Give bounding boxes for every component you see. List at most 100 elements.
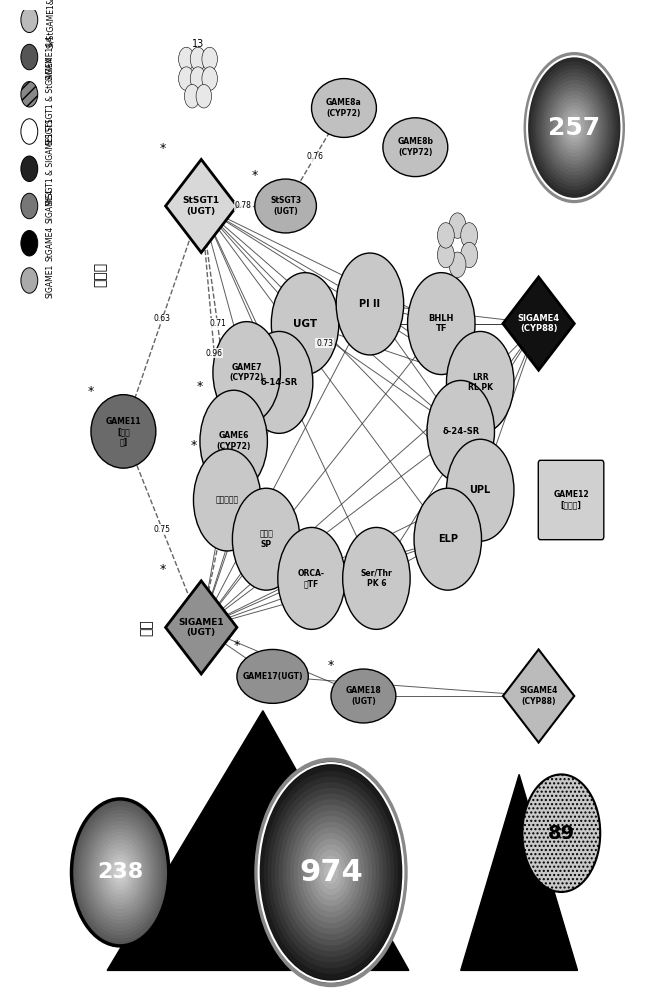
Text: GAME12
[转氧酶]: GAME12 [转氧酶] (553, 490, 589, 510)
Circle shape (101, 843, 140, 902)
Text: *: * (159, 142, 166, 155)
Text: StSGT1 & StGAME4: StSGT1 & StGAME4 (46, 57, 54, 131)
Text: UGT: UGT (293, 319, 317, 329)
Circle shape (91, 828, 150, 916)
Circle shape (213, 322, 281, 424)
Text: 0.63: 0.63 (154, 314, 171, 323)
Text: 0.73: 0.73 (316, 339, 333, 348)
Circle shape (540, 76, 608, 179)
Circle shape (81, 814, 159, 931)
Circle shape (567, 117, 582, 139)
Circle shape (21, 193, 38, 219)
Circle shape (533, 65, 616, 190)
Text: 238: 238 (97, 862, 143, 882)
Text: 0.75: 0.75 (154, 525, 171, 534)
Circle shape (83, 817, 157, 928)
Circle shape (21, 156, 38, 182)
Circle shape (89, 825, 152, 920)
Text: SlGAME4
(CYP88): SlGAME4 (CYP88) (518, 314, 559, 333)
Text: SIGAME1&4: SIGAME1&4 (46, 34, 54, 80)
Text: 257: 257 (548, 116, 600, 140)
Text: StSGT1: StSGT1 (46, 118, 54, 145)
Circle shape (461, 242, 477, 268)
Circle shape (279, 794, 383, 951)
Text: 0.96: 0.96 (206, 349, 222, 358)
Circle shape (190, 47, 206, 71)
Circle shape (414, 488, 481, 590)
Text: 0.71: 0.71 (209, 319, 226, 328)
Text: PI II: PI II (359, 299, 381, 309)
Text: *: * (197, 380, 203, 393)
Circle shape (559, 106, 589, 150)
Circle shape (312, 844, 350, 901)
Circle shape (562, 109, 587, 146)
Circle shape (547, 87, 601, 168)
Circle shape (271, 273, 339, 375)
Text: StGAME4: StGAME4 (46, 226, 54, 261)
Circle shape (555, 98, 594, 157)
Text: GAME17(UGT): GAME17(UGT) (242, 672, 303, 681)
Text: GAME11
[双加
酶]: GAME11 [双加 酶] (105, 417, 141, 446)
Ellipse shape (383, 118, 448, 177)
Text: BHLH
TF: BHLH TF (428, 314, 454, 333)
Circle shape (565, 113, 584, 142)
Circle shape (21, 82, 38, 107)
Circle shape (572, 124, 577, 131)
Circle shape (308, 839, 354, 906)
Text: SIGAME4: SIGAME4 (46, 189, 54, 223)
Circle shape (543, 80, 606, 175)
Text: 减数的
SP: 减数的 SP (260, 530, 273, 549)
Text: 89: 89 (547, 824, 575, 843)
Text: ORCA-
样TF: ORCA- 样TF (298, 569, 325, 588)
FancyBboxPatch shape (538, 460, 604, 540)
Ellipse shape (312, 79, 377, 137)
Circle shape (569, 120, 579, 135)
Text: *: * (87, 385, 94, 398)
Circle shape (522, 774, 600, 892)
Circle shape (530, 61, 618, 194)
Text: SI/StGAME1&4: SI/StGAME1&4 (46, 0, 54, 48)
Circle shape (202, 67, 217, 90)
Circle shape (536, 69, 613, 186)
Text: 马鳾薯: 马鳾薯 (94, 262, 108, 287)
Text: 0.76: 0.76 (307, 152, 323, 161)
Ellipse shape (255, 179, 316, 233)
Text: GAME7
(CYP72): GAME7 (CYP72) (230, 363, 264, 382)
Circle shape (185, 84, 200, 108)
Polygon shape (166, 581, 237, 674)
Text: SIGAME1: SIGAME1 (46, 263, 54, 298)
Text: 974: 974 (299, 858, 363, 887)
Circle shape (278, 527, 346, 629)
Text: *: * (159, 563, 166, 576)
Text: StSGT1 & SIGAME1: StSGT1 & SIGAME1 (46, 132, 54, 205)
Circle shape (446, 331, 514, 433)
Circle shape (76, 806, 164, 939)
Circle shape (103, 847, 137, 898)
Text: 13: 13 (192, 39, 204, 49)
Circle shape (190, 67, 206, 90)
Circle shape (179, 47, 194, 71)
Text: SIGAME1
(UGT): SIGAME1 (UGT) (179, 618, 224, 637)
Circle shape (526, 54, 623, 201)
Circle shape (232, 488, 300, 590)
Circle shape (438, 242, 454, 268)
Circle shape (538, 72, 611, 183)
Text: *: * (234, 639, 240, 652)
Circle shape (283, 799, 379, 946)
Circle shape (271, 782, 391, 963)
Circle shape (336, 253, 404, 355)
Circle shape (113, 861, 128, 883)
Circle shape (545, 84, 604, 172)
Text: ELP: ELP (438, 534, 458, 544)
Text: GAME8a
(CYP72): GAME8a (CYP72) (326, 98, 362, 118)
Circle shape (408, 273, 475, 375)
Circle shape (557, 102, 591, 153)
Circle shape (550, 91, 598, 164)
Text: GAME8b
(CYP72): GAME8b (CYP72) (397, 137, 434, 157)
Circle shape (118, 869, 122, 876)
Circle shape (108, 854, 132, 891)
Circle shape (256, 760, 406, 985)
Circle shape (21, 7, 38, 33)
Circle shape (74, 803, 166, 942)
Circle shape (294, 816, 368, 929)
